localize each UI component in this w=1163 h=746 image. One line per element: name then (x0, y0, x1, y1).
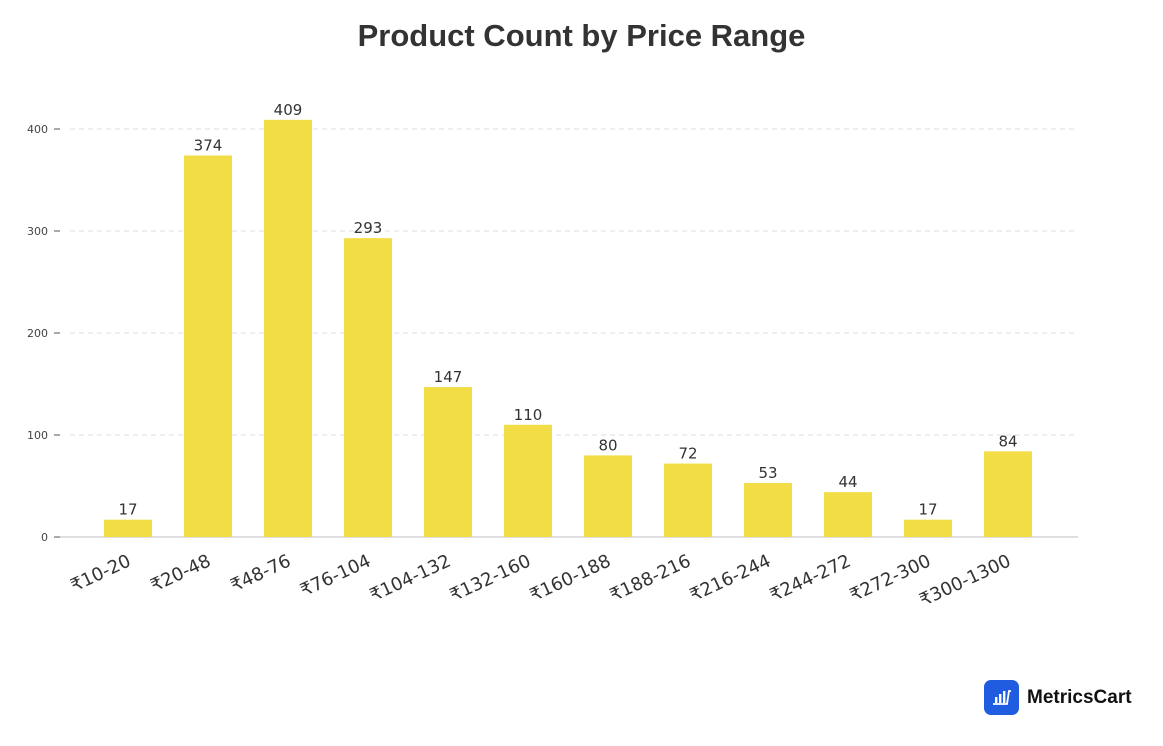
chart-title: Product Count by Price Range (357, 18, 806, 53)
x-tick-label: ₹48-76 (227, 550, 294, 596)
x-tick-label: ₹10-20 (67, 550, 134, 596)
bar-value-label: 17 (918, 501, 937, 519)
bar-value-label: 84 (998, 432, 1017, 450)
bar (984, 451, 1032, 537)
x-tick-label: ₹216-244 (687, 550, 774, 606)
x-tick-label: ₹20-48 (147, 550, 214, 596)
bar-value-label: 110 (514, 406, 543, 424)
bar-value-label: 147 (434, 368, 463, 386)
bar (424, 387, 472, 537)
bar (104, 519, 152, 537)
bar-value-label: 80 (598, 436, 617, 454)
bar-value-label: 17 (118, 501, 137, 519)
x-tick-label: ₹188-216 (607, 550, 694, 606)
x-tick-label: ₹76-104 (297, 550, 374, 601)
bar-value-label: 53 (758, 464, 777, 482)
bar-value-label: 409 (274, 101, 303, 119)
bar (184, 155, 232, 537)
bar (824, 492, 872, 537)
x-tick-label: ₹160-188 (527, 550, 614, 606)
bar-chart-cart-icon (984, 680, 1019, 715)
bar-value-label: 44 (838, 473, 857, 491)
bar (904, 519, 952, 537)
bar (664, 463, 712, 537)
bar (344, 238, 392, 537)
x-tick-label: ₹104-132 (367, 550, 454, 606)
y-tick-label: 100 (27, 429, 48, 442)
brand-logo: MetricsCart (984, 680, 1132, 715)
y-tick-label: 400 (27, 123, 48, 136)
y-tick-label: 0 (41, 531, 48, 544)
bar (744, 482, 792, 537)
x-tick-label: ₹132-160 (447, 550, 534, 606)
bar (584, 455, 632, 537)
bar-value-label: 72 (678, 445, 697, 463)
bar (264, 119, 312, 537)
y-tick-label: 300 (27, 225, 48, 238)
bar-value-label: 293 (354, 219, 383, 237)
x-tick-label: ₹300-1300 (916, 550, 1014, 611)
bar-value-label: 374 (194, 137, 223, 155)
x-tick-label: ₹244-272 (767, 550, 854, 606)
y-tick-label: 200 (27, 327, 48, 340)
bar (504, 424, 552, 537)
brand-name: MetricsCart (1027, 686, 1132, 708)
